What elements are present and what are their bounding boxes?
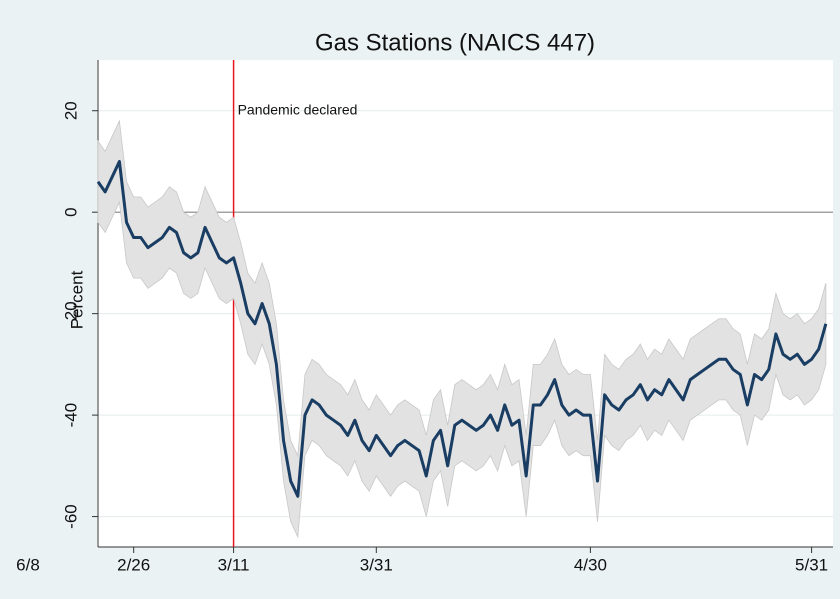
data-line xyxy=(96,159,828,498)
chart-title: Gas Stations (NAICS 447) xyxy=(315,29,595,56)
x-tick-label: 5/31 xyxy=(795,555,828,574)
x-tick-label: 3/31 xyxy=(360,555,393,574)
plot-area xyxy=(97,60,833,547)
x-tick-label: 3/11 xyxy=(218,555,250,574)
y-tick-label: -40 xyxy=(61,403,80,428)
y-tick-label: 0 xyxy=(61,207,80,216)
confidence-band xyxy=(97,119,827,539)
y-tick-label: -60 xyxy=(61,504,80,529)
y-axis-label: Percent xyxy=(67,270,86,329)
y-tick-label: -20 xyxy=(61,301,80,326)
x-tick-label: 2/26 xyxy=(117,555,150,574)
stray-label: 6/8 xyxy=(16,555,40,574)
annotation-label: Pandemic declared xyxy=(238,101,358,117)
x-tick-label: 4/30 xyxy=(574,555,607,574)
y-tick-label: 20 xyxy=(61,101,80,120)
